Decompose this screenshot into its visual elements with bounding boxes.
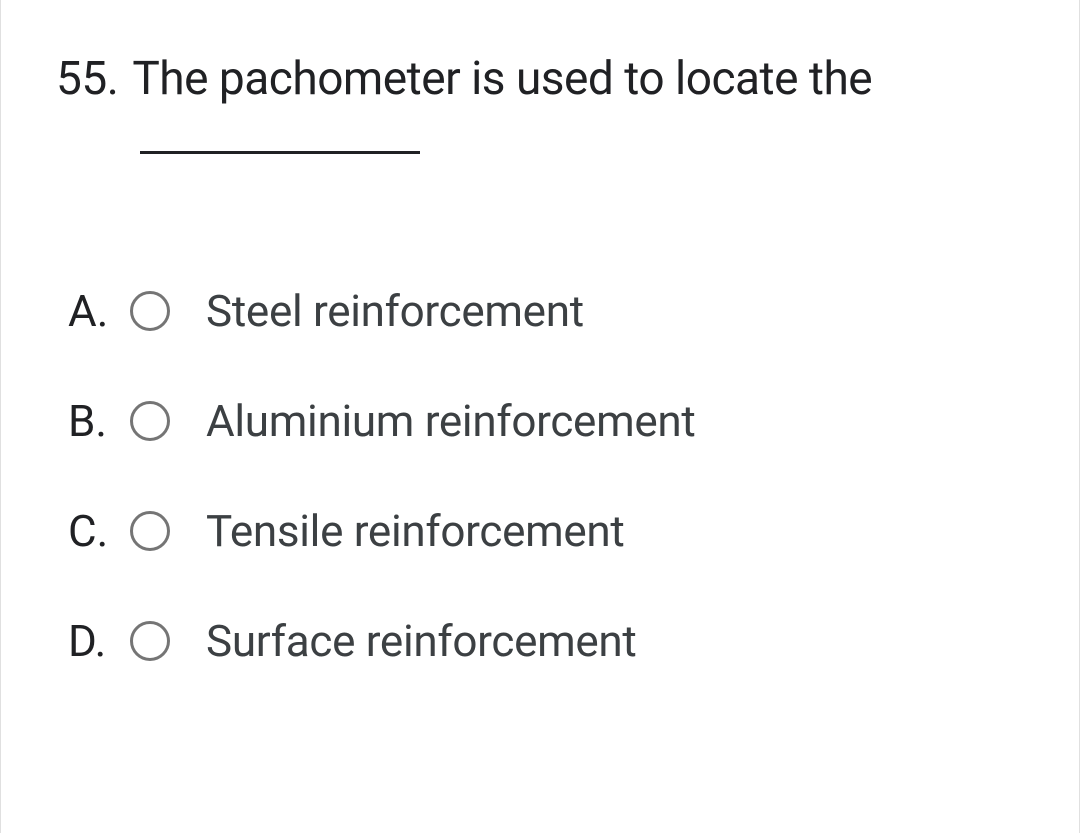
option-a[interactable]: A. Steel reinforcement xyxy=(68,285,1024,337)
question-block: 55. The pachometer is used to locate the xyxy=(56,50,1024,170)
fill-blank xyxy=(140,110,420,154)
options-list: A. Steel reinforcement B. Aluminium rein… xyxy=(56,285,1024,667)
option-d[interactable]: D. Surface reinforcement xyxy=(68,615,1024,667)
option-label: Tensile reinforcement xyxy=(206,505,625,557)
option-letter: D. xyxy=(68,615,130,667)
question-text: The pachometer is used to locate the xyxy=(132,50,1024,170)
option-letter: C. xyxy=(68,505,130,557)
question-number: 55. xyxy=(56,50,118,110)
option-letter: A. xyxy=(68,285,130,337)
option-letter: B. xyxy=(68,395,130,447)
option-b[interactable]: B. Aluminium reinforcement xyxy=(68,395,1024,447)
option-label: Aluminium reinforcement xyxy=(206,395,696,447)
option-label: Surface reinforcement xyxy=(206,615,637,667)
question-text-content: The pachometer is used to locate the xyxy=(132,52,872,106)
option-label: Steel reinforcement xyxy=(206,285,584,337)
radio-button[interactable] xyxy=(130,401,170,441)
radio-button[interactable] xyxy=(130,621,170,661)
option-c[interactable]: C. Tensile reinforcement xyxy=(68,505,1024,557)
radio-button[interactable] xyxy=(130,511,170,551)
radio-button[interactable] xyxy=(130,291,170,331)
